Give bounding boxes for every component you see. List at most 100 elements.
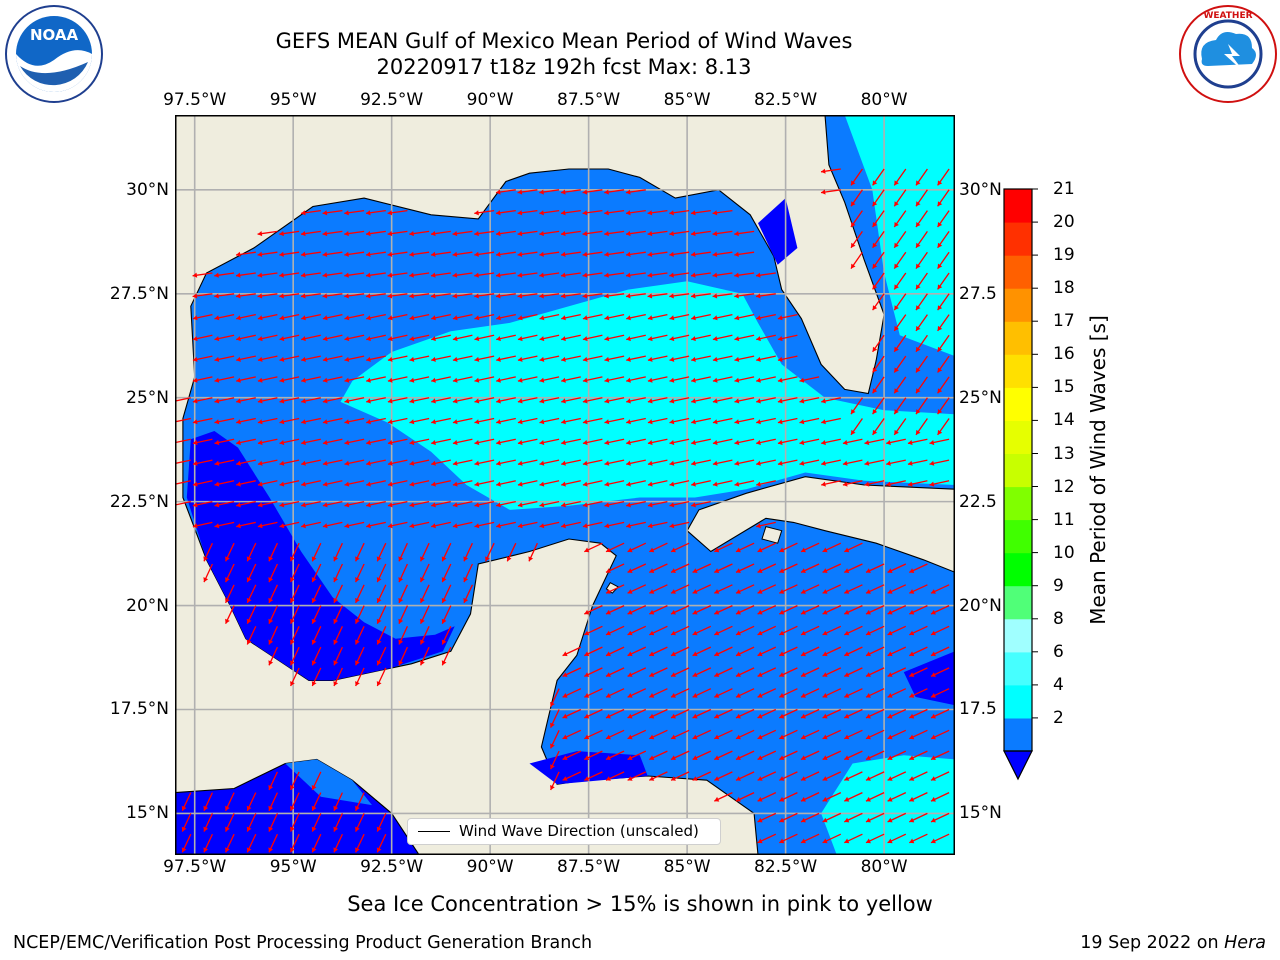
lat-tick-left-0: 30°N: [126, 179, 169, 200]
wind-arrow-head-327: [214, 419, 220, 425]
wind-arrow-head-73: [301, 251, 306, 257]
lat-tick-right-5: 17.5: [959, 699, 997, 720]
wind-arrow-head-373: [431, 440, 436, 446]
wind-arrow-head-34: [669, 210, 674, 216]
wind-arrow-head-457: [691, 481, 696, 487]
wind-arrow-head-443: [387, 481, 393, 487]
wind-arrow-head-725: [562, 713, 568, 719]
wind-arrow-head-860: [931, 838, 936, 844]
wind-arrow-head-102: [257, 272, 263, 278]
wind-arrow-head-687: [562, 672, 568, 677]
wind-arrow-head-475: [344, 502, 350, 508]
wind-arrow-head-527: [441, 556, 447, 562]
wind-arrow-head-78: [409, 251, 414, 257]
wind-arrow-head-131: [214, 293, 219, 299]
wind-arrow-head-631: [311, 639, 317, 645]
wind-arrow-head-346: [626, 419, 631, 425]
wind-arrow-head-201: [387, 336, 393, 342]
wind-arrow-head-324: [937, 409, 943, 415]
wind-arrow-head-70: [236, 251, 241, 257]
wind-arrow-head-584: [606, 589, 611, 594]
wind-arrow-head-152: [669, 293, 674, 299]
wind-arrow-head-234: [409, 356, 415, 362]
wind-arrow-head-847: [290, 847, 295, 853]
wind-arrow-head-551: [355, 577, 360, 583]
colorbar-tick-5: 16: [1053, 344, 1075, 365]
wind-arrow-head-626: [909, 609, 915, 615]
lon-tick-bottom-3: 90°W: [466, 857, 514, 877]
wind-arrow-head-536: [671, 547, 676, 553]
wind-arrow-head-17: [894, 201, 899, 207]
wind-arrow-head-855: [822, 838, 828, 844]
wind-arrow-head-233: [387, 356, 393, 362]
wind-arrow-head-276: [626, 377, 631, 383]
wind-arrow-head-179: [582, 315, 588, 321]
wind-arrow-head-321: [872, 409, 878, 415]
wind-arrow-head-588: [692, 589, 698, 594]
wind-arrow-head-391: [821, 440, 826, 446]
wind-arrow-head-707: [584, 693, 590, 698]
wind-arrow-head-250: [756, 356, 761, 362]
wind-arrow-head-778: [887, 755, 893, 760]
wind-arrow-head-677: [844, 651, 850, 657]
wind-arrow-head-395: [907, 440, 913, 446]
wind-arrow-head-95: [872, 263, 878, 269]
wind-arrow-head-691: [649, 672, 655, 677]
wind-arrow-head-844: [225, 847, 230, 853]
wind-arrow-head-633: [355, 639, 360, 645]
wind-arrow-head-389: [777, 440, 783, 446]
wind-arrow-head-694: [714, 672, 720, 677]
wind-arrow-head-786: [584, 776, 590, 781]
wind-arrow-head-293: [257, 398, 263, 404]
wind-arrow-head-153: [691, 293, 696, 299]
wind-arrow-head-569: [866, 568, 871, 573]
wind-arrow-head-646: [757, 630, 763, 636]
lon-tick-bottom-2: 92.5°W: [360, 857, 424, 877]
wind-arrow-head-447: [474, 481, 480, 487]
wind-arrow-head-708: [606, 693, 611, 698]
wind-arrow-head-514: [669, 523, 675, 529]
colorbar-segment-9: [1004, 420, 1032, 454]
wind-arrow-head-81: [474, 251, 479, 257]
wind-arrow-head-76: [366, 251, 371, 257]
wind-arrow-head-260: [279, 377, 285, 383]
wind-arrow-head-507: [517, 523, 523, 529]
wind-arrow-head-489: [647, 502, 653, 508]
wind-arrow-head-478: [409, 502, 415, 508]
sea-region-4-6s-caribbean: [821, 755, 955, 855]
wind-arrow-head-425: [777, 460, 783, 466]
wind-arrow-head-856: [844, 838, 850, 844]
wind-arrow-head-171: [409, 315, 415, 321]
noaa-logo-icon: NOAA: [4, 4, 104, 104]
wind-arrow-head-116: [561, 272, 566, 278]
colorbar-tick-6: 15: [1053, 377, 1075, 398]
wind-arrow-head-661: [398, 660, 404, 666]
wind-arrow-head-553: [398, 577, 404, 583]
wind-arrow-head-541: [801, 547, 806, 553]
wind-arrow-head-165: [279, 315, 285, 321]
wind-arrow-head-649: [822, 630, 828, 636]
wind-arrow-head-663: [441, 660, 447, 666]
wind-arrow-head-697: [779, 672, 785, 677]
wind-arrow-head-150: [626, 293, 631, 299]
colorbar-segment-10: [1004, 387, 1032, 421]
wind-arrow-head-37: [851, 222, 856, 227]
wind-arrow-head-310: [626, 398, 631, 404]
wind-arrow-head-401: [257, 460, 263, 466]
wind-arrow-head-513: [647, 523, 653, 529]
wind-arrow-head-474: [322, 502, 328, 508]
wind-arrow-head-406: [366, 460, 371, 466]
wind-arrow-head-768: [671, 755, 676, 760]
wind-arrow-head-195: [257, 336, 263, 342]
wind-arrow-head-43: [279, 231, 284, 237]
lon-tick-bottom-1: 95°W: [269, 857, 317, 877]
wind-arrow-head-483: [517, 502, 523, 508]
wind-arrow-head-748: [649, 734, 655, 740]
wind-arrow-head-135: [301, 293, 306, 299]
wind-arrow-head-400: [236, 460, 241, 466]
wind-arrow-head-788: [627, 776, 633, 781]
wind-arrow-head-533: [606, 547, 611, 553]
wind-arrow-head-659: [355, 660, 360, 666]
wind-arrow-head-452: [582, 481, 588, 487]
wind-arrow-head-98: [937, 263, 943, 269]
